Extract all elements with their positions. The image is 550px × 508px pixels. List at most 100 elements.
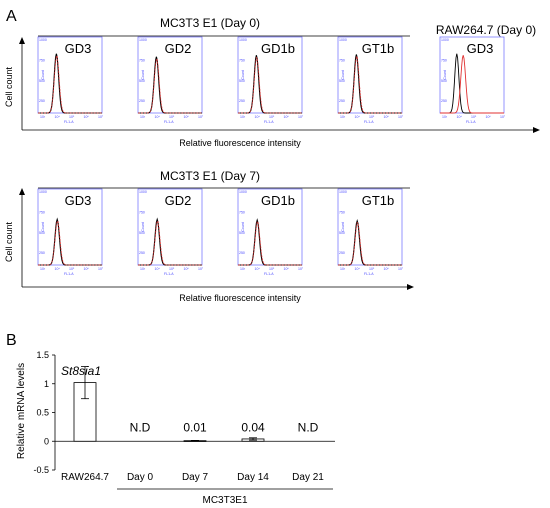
mini-x-tick: 10⁶ [384, 267, 390, 271]
panel-b-letter: B [6, 332, 17, 349]
mini-y-tick: 250 [339, 251, 345, 255]
mini-x-tick: 10³ [140, 267, 146, 271]
row1-y-axis-arrow [19, 37, 25, 44]
data-label: N.D [298, 420, 319, 434]
mini-y-tick: 500 [239, 79, 245, 83]
marker-label: GT1b [362, 193, 395, 208]
mini-y-tick: 750 [139, 58, 145, 62]
row1-histograms: 1000 750 500 250 Count 10³ 10⁴ 10⁵ 10⁶ 10⁷ FL1-A GD… [37, 36, 506, 124]
mini-y-tick: 750 [39, 58, 45, 62]
mini-x-tick: 10³ [140, 115, 146, 119]
mini-y-tick: 500 [39, 231, 45, 235]
mini-x-tick: 10⁵ [269, 267, 275, 271]
mini-x-label: FL1-A [364, 120, 374, 124]
y-tick-label: 1.5 [36, 350, 49, 360]
row1-extra-title: RAW264.7 (Day 0) [436, 23, 536, 37]
mini-x-tick: 10⁵ [369, 115, 375, 119]
mini-x-label: FL1-A [466, 120, 476, 124]
mini-x-tick: 10⁵ [471, 115, 477, 119]
marker-label: GT1b [362, 41, 395, 56]
mini-x-tick: 10⁷ [298, 267, 304, 271]
mini-x-tick: 10⁴ [355, 267, 361, 271]
mini-y-tick: 250 [239, 99, 245, 103]
mini-y-tick: 500 [139, 231, 145, 235]
row2-x-axis-label: Relative fluorescence intensity [179, 293, 301, 303]
row1-raw-plot-4: 1000 750 500 250 Count 10³ 10⁴ 10⁵ 10⁶ 10⁷ FL1-A GD… [439, 36, 506, 124]
mini-x-tick: 10⁷ [98, 115, 104, 119]
x-tick-label: Day 0 [127, 472, 154, 483]
row2-plot-0: 1000 750 500 250 Count 10³ 10⁴ 10⁵ 10⁶ 10⁷ FL1-A GD… [37, 188, 104, 276]
mini-x-tick: 10⁷ [398, 267, 404, 271]
mini-y-tick: 1000 [339, 38, 347, 42]
panel-a-letter: A [6, 8, 17, 25]
mini-x-tick: 10³ [40, 115, 46, 119]
mini-y-tick: 500 [339, 231, 345, 235]
mini-x-tick: 10⁶ [84, 267, 90, 271]
group-label: MC3T3E1 [202, 495, 247, 506]
mini-x-tick: 10⁵ [69, 267, 75, 271]
mini-y-tick: 500 [339, 79, 345, 83]
mini-x-tick: 10⁵ [369, 267, 375, 271]
stained-histogram-line [138, 220, 202, 266]
data-label: 0.01 [183, 420, 207, 434]
mini-x-tick: 10⁴ [255, 115, 261, 119]
chart-title: St8sia1 [61, 364, 101, 378]
marker-label: GD2 [165, 193, 192, 208]
mini-y-tick: 1000 [239, 190, 247, 194]
plot-frame [137, 188, 203, 266]
row2-plot-1: 1000 750 500 250 Count 10³ 10⁴ 10⁵ 10⁶ 10⁷ FL1-A GD… [137, 188, 204, 276]
mini-x-tick: 10⁶ [284, 115, 290, 119]
row1-x-axis-arrow [533, 127, 540, 133]
stained-histogram-line [138, 58, 202, 114]
mini-x-tick: 10⁵ [269, 115, 275, 119]
mini-x-label: FL1-A [64, 272, 74, 276]
marker-label: GD3 [65, 41, 92, 56]
mini-x-label: FL1-A [164, 120, 174, 124]
mini-y-tick: 750 [339, 210, 345, 214]
mini-x-label: FL1-A [164, 272, 174, 276]
x-tick-label: Day 21 [292, 472, 324, 483]
mini-y-tick: 1000 [441, 38, 449, 42]
mini-x-tick: 10⁶ [184, 115, 190, 119]
data-label: N.D [130, 420, 151, 434]
stained-histogram-line [338, 56, 402, 114]
mini-y-tick: 750 [339, 58, 345, 62]
marker-label: GD3 [467, 41, 494, 56]
mini-y-tick: 250 [339, 99, 345, 103]
mini-x-tick: 10⁷ [98, 267, 104, 271]
mini-y-label: Count [141, 222, 145, 231]
stained-histogram-line [238, 56, 302, 114]
plot-frame [37, 188, 103, 266]
mini-x-tick: 10³ [442, 115, 448, 119]
marker-label: GD3 [65, 193, 92, 208]
mini-y-tick: 1000 [139, 190, 147, 194]
stained-histogram-line [440, 55, 504, 114]
mini-y-tick: 500 [441, 79, 447, 83]
mini-x-tick: 10³ [240, 115, 246, 119]
mini-y-tick: 1000 [339, 190, 347, 194]
plot-frame [137, 36, 203, 114]
mini-y-tick: 1000 [39, 38, 47, 42]
mini-x-tick: 10⁴ [155, 115, 161, 119]
row2-x-axis-arrow [407, 284, 414, 290]
mini-x-tick: 10⁶ [184, 267, 190, 271]
row1-x-axis-label: Relative fluorescence intensity [179, 138, 301, 148]
mini-x-tick: 10⁴ [355, 115, 361, 119]
data-label: 0.04 [241, 420, 265, 434]
x-tick-label: Day 7 [182, 472, 209, 483]
mini-x-tick: 10⁴ [255, 267, 261, 271]
row2-histograms: 1000 750 500 250 Count 10³ 10⁴ 10⁵ 10⁶ 10⁷ FL1-A GD… [37, 188, 404, 276]
mini-x-tick: 10⁷ [198, 267, 204, 271]
row2-y-axis-label: Cell count [4, 221, 14, 262]
mini-y-tick: 500 [239, 231, 245, 235]
mini-x-tick: 10⁴ [55, 115, 61, 119]
mini-x-tick: 10⁴ [55, 267, 61, 271]
mini-y-tick: 750 [239, 58, 245, 62]
mini-x-tick: 10⁶ [384, 115, 390, 119]
y-tick-label: 1 [44, 379, 49, 389]
mini-x-tick: 10⁵ [169, 115, 175, 119]
mini-x-tick: 10⁴ [457, 115, 463, 119]
mini-x-tick: 10³ [340, 115, 346, 119]
mini-x-label: FL1-A [364, 272, 374, 276]
